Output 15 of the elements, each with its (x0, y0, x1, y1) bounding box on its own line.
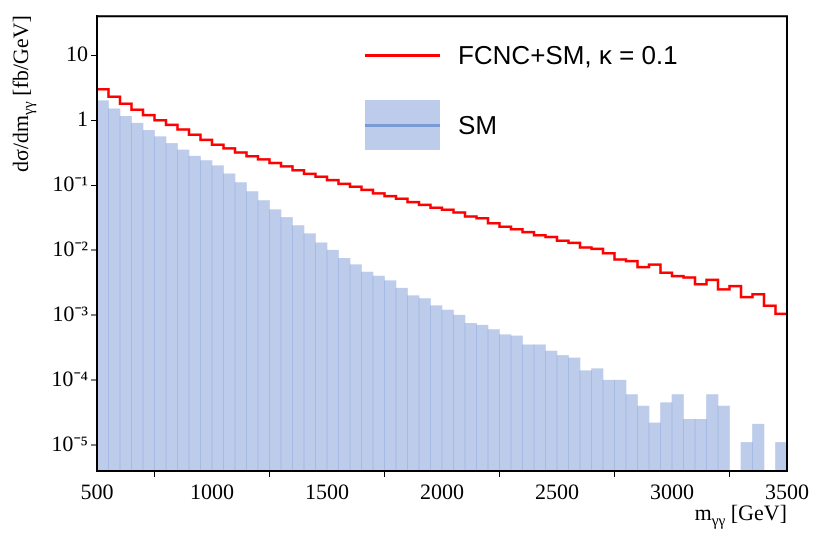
y-tick-label: 10⁻⁴ (51, 366, 88, 391)
y-tick-label: 10⁻¹ (52, 171, 88, 196)
y-tick-label: 10⁻² (52, 236, 88, 262)
x-tick-label: 1500 (305, 478, 349, 504)
y-tick-label: 1 (77, 106, 88, 132)
x-tick-label: 3000 (650, 478, 694, 504)
x-tick-label: 2000 (420, 478, 464, 504)
y-tick-label: 10⁻⁵ (51, 430, 88, 456)
legend-label: FCNC+SM, κ = 0.1 (458, 40, 678, 70)
x-tick-label: 1000 (190, 478, 234, 504)
legend-label: SM (458, 110, 497, 140)
y-tick-label: 10⁻³ (52, 300, 88, 326)
y-tick-label: 10 (66, 41, 88, 66)
x-tick-label: 2500 (535, 478, 579, 504)
x-tick-label: 500 (80, 478, 114, 504)
